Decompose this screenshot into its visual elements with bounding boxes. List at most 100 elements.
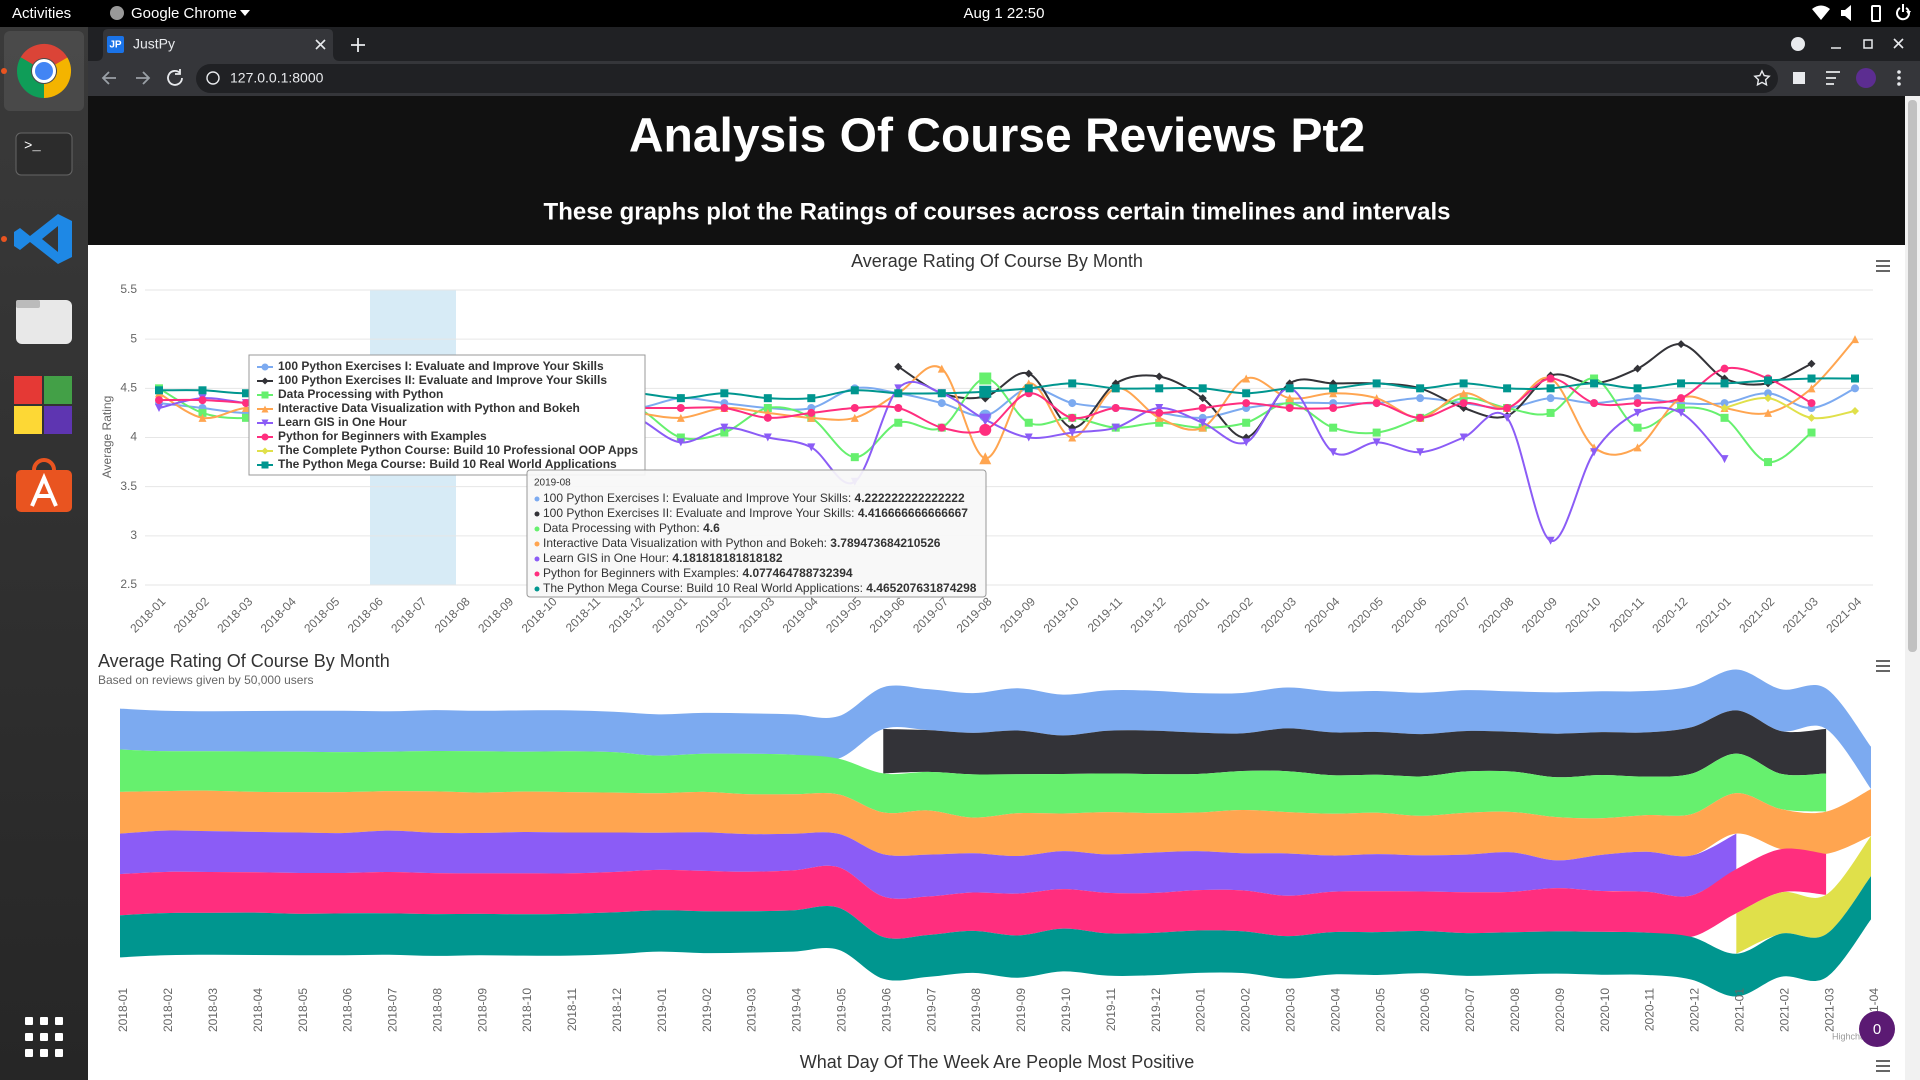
legend-item[interactable]: Python for Beginners with Examples [257, 429, 487, 443]
tooltip-separator: : [851, 506, 858, 520]
point [1590, 448, 1599, 457]
legend-item[interactable]: The Complete Python Course: Build 10 Pro… [257, 443, 638, 457]
apps-dot [40, 1017, 48, 1025]
power-icon[interactable] [1896, 4, 1910, 21]
point [979, 423, 992, 436]
point [1459, 433, 1468, 442]
legend-box [248, 354, 646, 476]
export-menu[interactable] [1876, 1060, 1890, 1072]
point [850, 413, 859, 422]
x-tick-label: 2019-12 [1149, 988, 1163, 1032]
omnibox[interactable] [196, 64, 1778, 93]
x-tick-label: 2019-10 [1059, 988, 1073, 1032]
header [88, 96, 1905, 245]
extensions[interactable] [1793, 72, 1805, 84]
legend-label: The Python Mega Course: Build 10 Real Wo… [278, 457, 617, 471]
point [1416, 384, 1425, 393]
point [155, 404, 163, 412]
legend-item[interactable]: 100 Python Exercises II: Evaluate and Im… [257, 373, 607, 387]
legend-item[interactable]: Data Processing with Python [257, 387, 443, 401]
export-menu[interactable] [1876, 260, 1890, 272]
legend-item[interactable]: Interactive Data Visualization with Pyth… [257, 401, 580, 415]
point [1329, 448, 1338, 457]
point [937, 364, 946, 373]
tab-close[interactable] [315, 39, 326, 50]
software-glyph [30, 472, 58, 507]
point [1024, 418, 1033, 427]
scrollbar-thumb[interactable] [1908, 100, 1917, 652]
x-tick-label: 2020-10 [1598, 988, 1612, 1032]
legend-item[interactable]: The Python Mega Course: Build 10 Real Wo… [257, 457, 617, 471]
point [1285, 394, 1294, 403]
show-apps[interactable] [25, 1017, 63, 1057]
chrome-icon[interactable] [17, 44, 72, 99]
point [1155, 413, 1164, 422]
tab-search[interactable] [1791, 37, 1805, 51]
volume-icon[interactable] [1841, 5, 1851, 21]
x-tick-label: 2018-05 [296, 988, 310, 1032]
y-tick-label: 5.5 [120, 282, 137, 296]
point [1546, 394, 1555, 403]
office-icon[interactable] [14, 376, 72, 434]
legend-marker [261, 447, 269, 455]
chrome-yellow [17, 44, 71, 98]
stream-area [120, 848, 1827, 939]
export-menu[interactable] [1876, 660, 1890, 672]
point [1851, 406, 1859, 415]
x-tick-label: 2019-03 [745, 988, 759, 1032]
stream-area [1736, 835, 1871, 954]
close-window[interactable] [1893, 38, 1904, 49]
bookmark[interactable] [1753, 69, 1771, 87]
vscode-icon[interactable] [14, 214, 72, 264]
terminal-icon[interactable] [15, 132, 73, 176]
point [937, 399, 946, 408]
legend-label: 100 Python Exercises II: Evaluate and Im… [278, 373, 607, 387]
credits[interactable]: Highcharts [1832, 1031, 1876, 1041]
stream-area [120, 830, 1737, 899]
point [807, 413, 816, 422]
files-icon[interactable] [16, 300, 72, 344]
point [1590, 374, 1599, 383]
x-tick-label: 2019-04 [790, 988, 804, 1032]
badge[interactable] [1859, 1011, 1895, 1047]
clock[interactable]: Aug 1 22:50 [964, 5, 1045, 22]
point [1720, 404, 1729, 412]
tooltip-value: 4.465207631874298 [866, 581, 976, 595]
office-red [14, 376, 42, 404]
tooltip-value: 3.789473684210526 [830, 536, 940, 550]
apps-dot [40, 1033, 48, 1041]
profile[interactable] [1856, 68, 1876, 88]
point [1720, 399, 1729, 408]
reading-list[interactable] [1826, 71, 1840, 85]
legend-item[interactable]: Learn GIS in One Hour [257, 415, 407, 429]
restore[interactable] [1863, 39, 1873, 49]
forward[interactable] [136, 71, 151, 85]
app-menu[interactable]: Google Chrome [131, 5, 237, 22]
site-info[interactable] [206, 71, 220, 85]
tooltip-bullet [534, 571, 540, 577]
reload[interactable] [167, 69, 183, 86]
back[interactable] [101, 71, 116, 85]
office-yellow [14, 406, 42, 434]
chrome-green [17, 44, 71, 98]
x-tick-label: 2018-02 [161, 988, 175, 1032]
stream-area [120, 749, 1827, 819]
point [1416, 413, 1425, 422]
legend-item[interactable]: 100 Python Exercises I: Evaluate and Imp… [257, 359, 604, 373]
wifi-icon[interactable] [1812, 5, 1830, 21]
activities[interactable]: Activities [12, 5, 71, 22]
menu-dot [1897, 82, 1901, 86]
chrome-menu[interactable] [1897, 70, 1901, 86]
battery-icon[interactable] [1871, 5, 1881, 22]
point [1807, 374, 1816, 383]
legend-marker [261, 377, 269, 385]
software-icon[interactable] [16, 470, 72, 512]
tab[interactable] [96, 29, 340, 61]
new-tab[interactable] [351, 38, 365, 52]
point [1285, 399, 1294, 408]
point [850, 386, 859, 395]
point [1372, 399, 1381, 408]
point [979, 413, 992, 426]
